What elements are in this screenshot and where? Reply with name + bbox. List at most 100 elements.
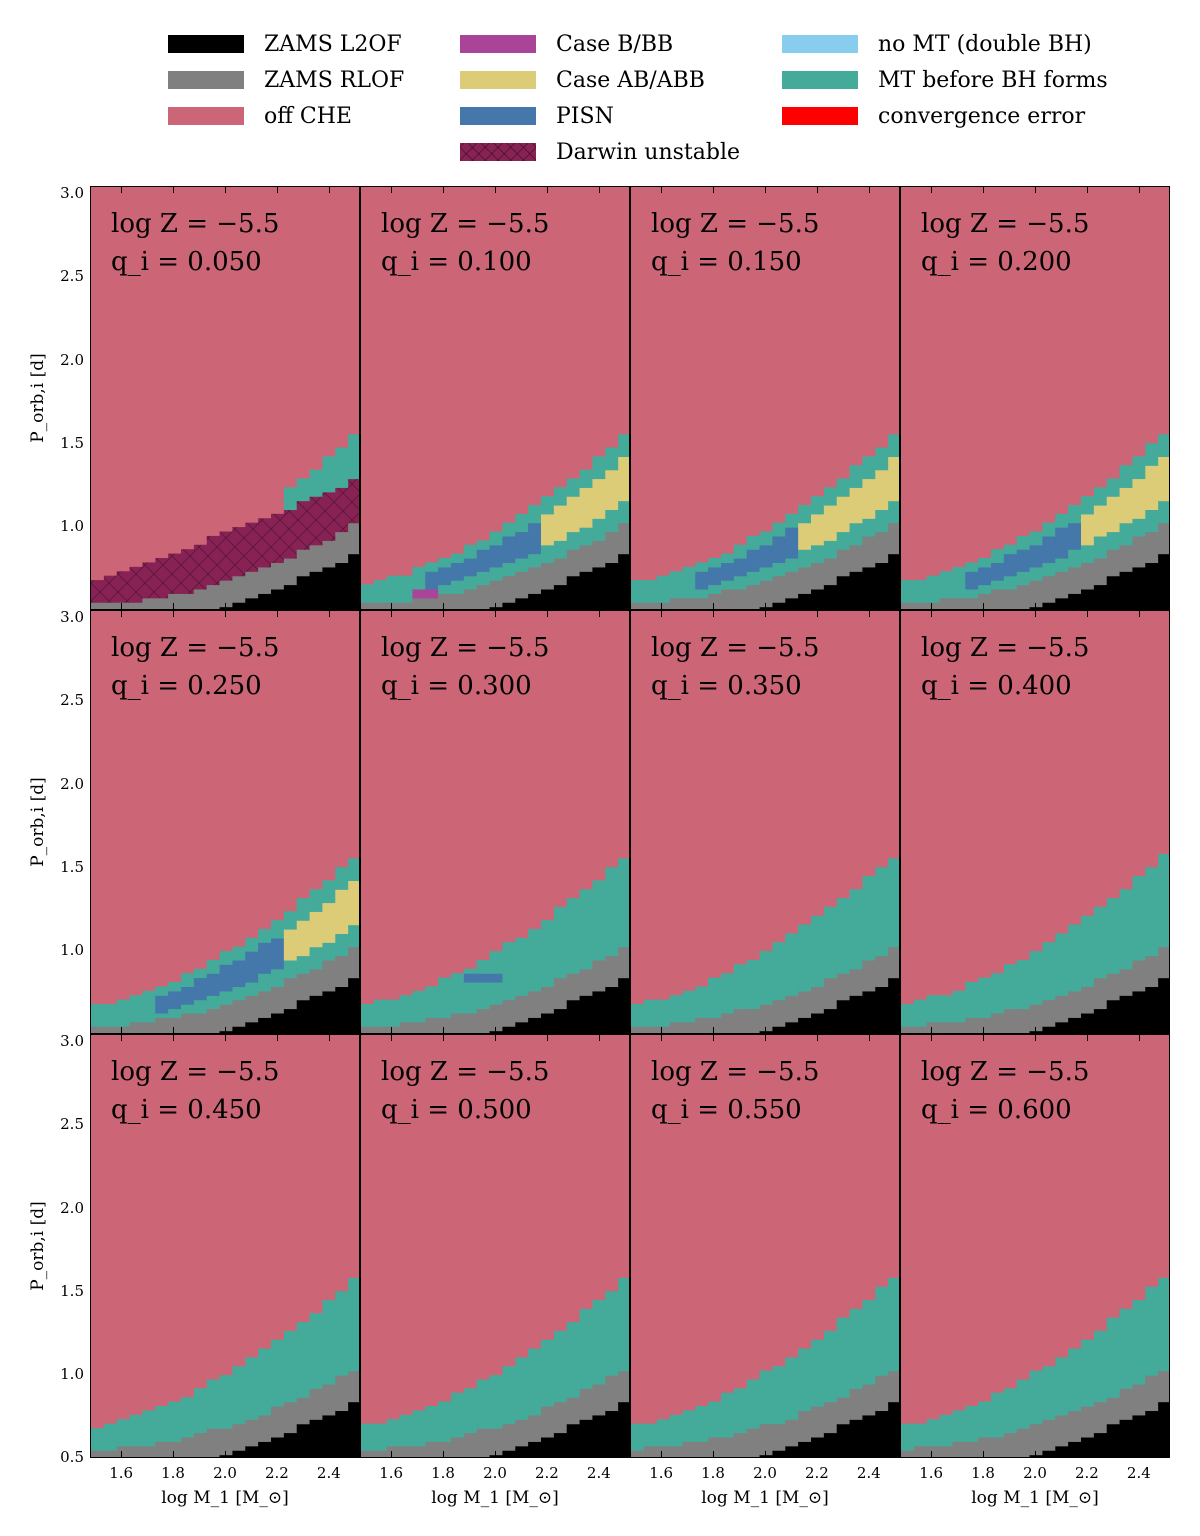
panel-annotation-metallicity: log Z = −5.5 xyxy=(111,1057,280,1087)
heatmap-cell-rlof xyxy=(1055,571,1069,599)
heatmap-cell-mt xyxy=(463,1388,478,1434)
heatmap-cell-l2of xyxy=(1029,606,1044,609)
x-tick-mark xyxy=(1138,1035,1140,1041)
heatmap-cell-mt xyxy=(1093,906,1108,979)
heatmap-cell-mt xyxy=(798,924,812,992)
heatmap-cell-rlof xyxy=(939,597,954,609)
heatmap-cell-darwin xyxy=(322,491,336,541)
heatmap-cell-mt xyxy=(579,1308,594,1389)
heatmap-cell-rlof xyxy=(309,1388,324,1420)
x-tick-mark xyxy=(931,1027,933,1033)
heatmap-cell-rlof xyxy=(271,986,285,1014)
heatmap-cell-mt xyxy=(965,1406,979,1442)
heatmap-cell-rlof xyxy=(1132,535,1146,568)
heatmap-cell-l2of xyxy=(1106,575,1121,609)
heatmap-cell-l2of xyxy=(1145,1410,1159,1457)
heatmap-cell-mt xyxy=(463,982,478,1014)
x-tick-mark xyxy=(495,611,496,617)
heatmap-cell-pisn xyxy=(463,973,478,983)
heatmap-cell-rlof xyxy=(772,999,786,1027)
heatmap-cell-rlof xyxy=(425,597,439,609)
heatmap-cell-l2of xyxy=(1106,999,1121,1033)
heatmap-cell-mt xyxy=(502,942,516,1001)
x-tick-mark xyxy=(276,603,278,609)
heatmap-cell-mt xyxy=(1068,924,1082,992)
heatmap-cell-pisn xyxy=(708,566,722,586)
heatmap-cell-l2of xyxy=(1081,1012,1095,1033)
y-tick-label: 2.5 xyxy=(60,1115,84,1134)
heatmap-cell-mt xyxy=(849,889,864,970)
heatmap-cell-darwin xyxy=(206,535,221,586)
x-tick-mark xyxy=(391,187,393,193)
heatmap-cell-mt xyxy=(335,867,349,890)
x-tick-mark xyxy=(546,1027,548,1033)
heatmap-cell-mt xyxy=(1003,544,1018,555)
x-tick-mark xyxy=(1138,603,1140,609)
y-tick-label: 2.0 xyxy=(60,350,84,369)
heatmap-cell-mt xyxy=(528,929,542,992)
heatmap-cell-rlof xyxy=(656,1026,671,1033)
heatmap-cell-mt xyxy=(283,959,298,979)
heatmap-cell-mt xyxy=(656,999,671,1027)
heatmap-cell-mt xyxy=(553,487,568,506)
heatmap-cell-rlof xyxy=(746,584,761,609)
heatmap-cell-rlof xyxy=(952,1441,966,1457)
heatmap-cell-pisn xyxy=(168,990,182,1010)
panel-annotation-metallicity: log Z = −5.5 xyxy=(651,209,820,239)
heatmap-cell-rlof xyxy=(129,1021,144,1033)
heatmap-cell-mt xyxy=(836,898,851,974)
heatmap-cell-rlof xyxy=(361,1450,375,1457)
heatmap-cell-mt xyxy=(528,1348,542,1416)
heatmap-cell-mt xyxy=(888,1277,899,1372)
heatmap-cell-mt xyxy=(579,527,594,546)
heatmap-cell-l2of xyxy=(811,1436,825,1457)
heatmap-cell-rlof xyxy=(1158,522,1169,555)
heatmap-cell-caseab xyxy=(888,456,899,502)
heatmap-cell-mt xyxy=(463,575,478,590)
heatmap-cell-mt xyxy=(849,465,864,488)
heatmap-cell-mt xyxy=(798,1348,812,1412)
heatmap-cell-mt xyxy=(296,1322,311,1398)
x-tick-mark xyxy=(931,603,933,609)
heatmap-cell-mt xyxy=(335,447,349,488)
heatmap-cell-l2of xyxy=(528,593,542,609)
heatmap-cell-rlof xyxy=(1042,999,1056,1027)
x-tick-mark xyxy=(661,1035,663,1041)
heatmap-cell-rlof xyxy=(566,973,581,1001)
heatmap-cell-mt xyxy=(348,434,359,480)
heatmap-cell-rlof xyxy=(245,571,259,599)
x-tick-mark xyxy=(598,1027,600,1033)
x-tick-mark xyxy=(868,1451,870,1457)
heatmap-cell-rlof xyxy=(283,977,298,1010)
heatmap-cell-mt xyxy=(733,544,748,559)
heatmap-cell-caseab xyxy=(1132,478,1146,519)
heatmap-cell-darwin xyxy=(335,487,349,533)
heatmap-cell-mt xyxy=(361,1004,375,1027)
heatmap-cell-rlof xyxy=(1042,575,1056,603)
panel-annotation-mass-ratio: q_i = 0.350 xyxy=(651,671,802,701)
x-tick-mark xyxy=(443,611,445,617)
x-tick-mark xyxy=(546,1035,548,1041)
heatmap-cell-mt xyxy=(785,513,799,528)
heatmap-cell-rlof xyxy=(579,1388,594,1420)
heatmap-cell-mt xyxy=(296,955,311,974)
heatmap-cells xyxy=(901,853,1169,1033)
heatmap-cell-l2of xyxy=(772,602,786,609)
panel-annotation-mass-ratio: q_i = 0.100 xyxy=(381,247,532,277)
heatmap-cell-l2of xyxy=(271,1436,285,1457)
heatmap-cell-mt xyxy=(913,999,928,1027)
heatmap-cell-mt xyxy=(695,588,709,599)
panel-annotation-mass-ratio: q_i = 0.550 xyxy=(651,1095,802,1125)
heatmap-cell-rlof xyxy=(772,1423,786,1451)
x-tick-mark xyxy=(661,611,663,617)
heatmap-cell-rlof xyxy=(1081,1406,1095,1438)
heatmap-cell-rlof xyxy=(939,1445,954,1457)
heatmap-cell-l2of xyxy=(1132,566,1146,609)
heatmap-cell-mt xyxy=(322,456,336,493)
heatmap-cell-mt xyxy=(926,575,941,603)
heatmap-cell-rlof xyxy=(592,959,606,992)
heatmap-cell-l2of xyxy=(823,1432,838,1457)
heatmap-cell-rlof xyxy=(361,602,375,609)
heatmap-cell-rlof xyxy=(91,1026,105,1033)
x-tick-mark xyxy=(816,1035,818,1041)
